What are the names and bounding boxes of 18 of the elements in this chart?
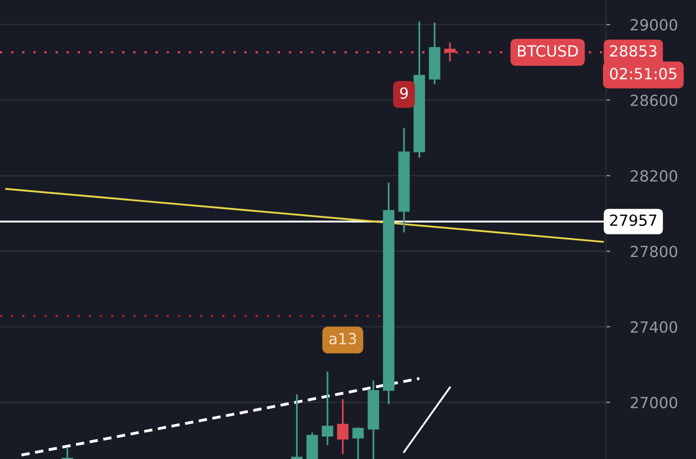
- y-tick-label: 27000: [630, 396, 678, 408]
- y-tick-label: 28200: [630, 170, 678, 182]
- y-tick-label: 27400: [630, 321, 678, 333]
- text: 02:51:05: [610, 68, 676, 80]
- annotation: 9: [400, 87, 408, 99]
- candlestick: [352, 426, 364, 459]
- y-tick-label: 27800: [630, 246, 678, 258]
- annotation: a13: [329, 332, 356, 344]
- y-tick-label: 28600: [630, 94, 678, 106]
- annotation: BTCUSD: [518, 45, 578, 57]
- candlestick: [306, 432, 318, 459]
- candlestick: [322, 370, 334, 446]
- candlestick: [291, 394, 303, 459]
- y-tick-label: 29000: [630, 19, 678, 31]
- candlestick: [62, 446, 74, 459]
- ref-line-label: 27957: [610, 214, 656, 226]
- candlestick: [337, 398, 348, 455]
- ref-line-label: 28853: [610, 45, 656, 57]
